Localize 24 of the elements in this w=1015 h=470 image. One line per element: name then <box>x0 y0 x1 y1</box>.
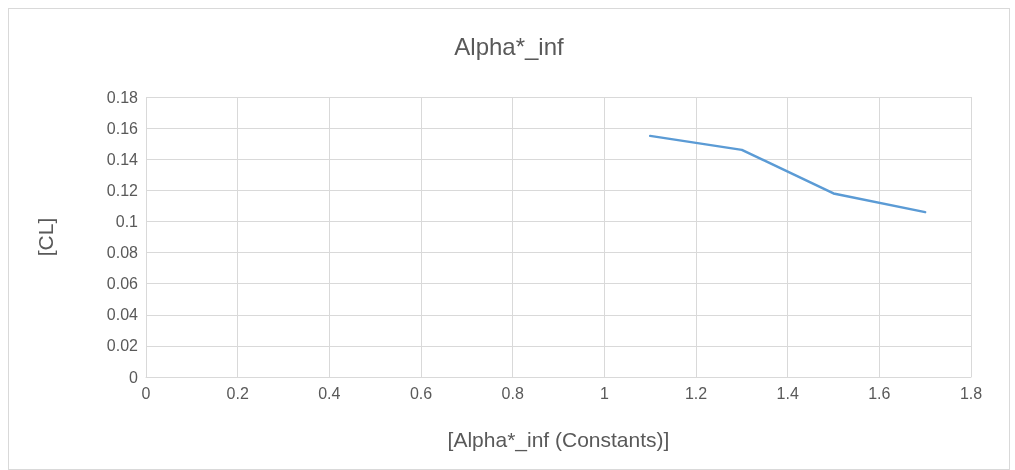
x-tick-label: 1.2 <box>684 384 708 402</box>
x-tick-label: 0.6 <box>409 384 433 402</box>
y-axis-title: [CL] <box>34 217 57 257</box>
y-tick-label: 0.02 <box>106 337 139 355</box>
chart-title: Alpha*_inf <box>454 32 565 60</box>
x-axis-title: [Alpha*_inf (Constants)] <box>447 428 670 452</box>
y-tick-label: 0 <box>129 368 139 386</box>
x-tick-label: 0.4 <box>318 384 341 402</box>
y-tick-label: 0.18 <box>106 88 139 106</box>
x-tick-label: 0.2 <box>226 384 249 402</box>
y-tick-label: 0.06 <box>106 275 139 293</box>
x-tick-label: 1.8 <box>959 384 983 402</box>
y-tick-label: 0.08 <box>106 244 139 262</box>
y-tick-label: 0.14 <box>106 150 139 168</box>
x-tick-label: 1.4 <box>776 384 799 402</box>
y-tick-label: 0.16 <box>106 119 139 137</box>
x-tick-label: 0 <box>141 384 151 402</box>
line-series <box>648 134 927 214</box>
x-tick-label: 0.8 <box>501 384 524 402</box>
y-tick-label: 0.1 <box>115 212 139 230</box>
x-tick-label: 1.6 <box>868 384 891 402</box>
y-tick-label: 0.12 <box>106 181 139 199</box>
x-tick-label: 1 <box>599 384 609 402</box>
y-tick-label: 0.04 <box>106 306 139 324</box>
